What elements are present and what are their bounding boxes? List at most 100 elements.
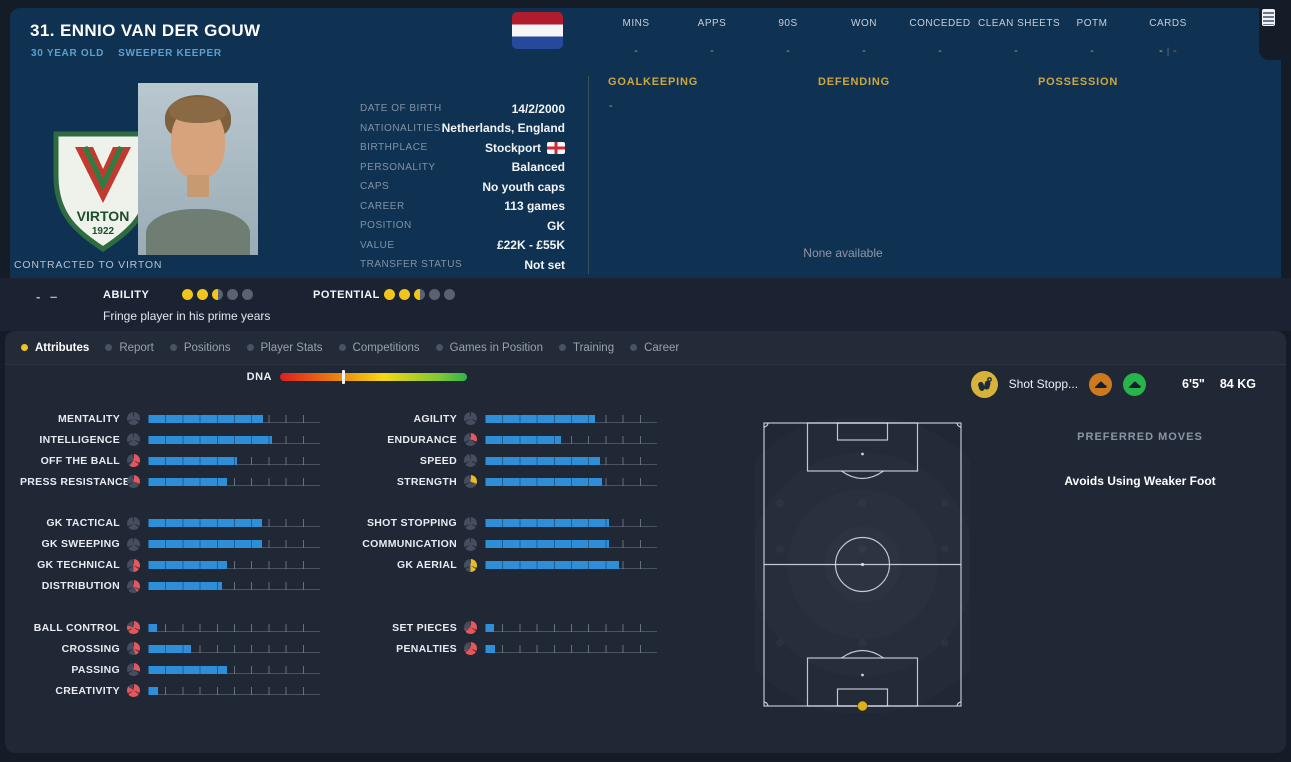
tab-career[interactable]: Career	[630, 342, 679, 354]
attributes-panel: Attributes Report Positions Player Stats Com…	[5, 331, 1286, 753]
tab-competitions[interactable]: Competitions	[338, 341, 420, 354]
list-icon[interactable]	[1262, 9, 1275, 26]
info-row-personality: PERSONALITY Balanced	[360, 158, 565, 178]
photo-shoulders	[146, 209, 250, 255]
gray-change-pie-icon	[127, 537, 140, 551]
yellow-change-pie-icon	[464, 475, 477, 488]
gray-change-pie-icon	[127, 433, 140, 446]
attribute-row-shot-stopping: SHOT STOPPING	[345, 513, 657, 534]
stat-value: -	[862, 45, 866, 57]
gray-change-pie-icon	[127, 412, 140, 425]
stat-label: POTM	[1076, 18, 1108, 29]
stat-conceded: CONCEDED -	[902, 18, 978, 57]
tab-dot-icon	[558, 344, 566, 351]
info-row-position: POSITION GK	[360, 216, 565, 236]
star-dot	[242, 289, 253, 300]
attribute-bar-track	[148, 519, 320, 527]
tab-label: Competitions	[352, 341, 420, 354]
attribute-label: SET PIECES	[392, 621, 457, 634]
svg-text:VIRTON: VIRTON	[77, 208, 130, 224]
stat-won: WON -	[826, 18, 902, 57]
red-cards-value: -	[1173, 45, 1177, 57]
photo-neck	[187, 175, 209, 197]
player-role: SWEEPER KEEPER	[118, 48, 222, 59]
stat-cards: CARDS - | -	[1130, 18, 1206, 57]
netherlands-flag-icon	[512, 12, 563, 49]
info-value: £22K - £55K	[496, 238, 565, 253]
player-photo	[138, 83, 258, 255]
info-row-date-of-birth: DATE OF BIRTH 14/2/2000	[360, 99, 565, 119]
tab-label: Player Stats	[260, 341, 323, 354]
gray-change-pie-icon	[464, 454, 477, 467]
attribute-bar-fill	[485, 456, 601, 465]
ability-star-rating	[182, 289, 253, 300]
attribute-bar-track	[485, 414, 657, 423]
red-change-pie-icon	[127, 475, 140, 488]
info-value: 14/2/2000	[511, 101, 565, 116]
dna-marker	[342, 370, 346, 384]
stat-value: -	[1014, 45, 1018, 57]
attribute-label: ENDURANCE	[387, 433, 457, 446]
morale-placeholder: –	[49, 289, 61, 304]
tab-label: Career	[644, 341, 680, 354]
condition-morale-placeholders: - –	[36, 289, 60, 304]
info-label: DATE OF BIRTH	[360, 103, 442, 115]
ability-description: Fringe player in his prime years	[103, 309, 271, 323]
tab-label: Training	[572, 341, 615, 354]
attribute-bar-track	[148, 435, 320, 444]
preferred-moves-list: Avoids Using Weaker Foot	[1015, 474, 1265, 488]
red-change-pie-icon	[127, 642, 140, 655]
attribute-bar-fill	[148, 686, 159, 695]
condition-placeholder: -	[36, 289, 44, 304]
attribute-label: GK AERIAL	[396, 559, 457, 571]
tab-player-stats[interactable]: Player Stats	[246, 341, 323, 354]
attribute-label: GK SWEEPING	[41, 538, 120, 550]
panel-divider	[588, 76, 589, 274]
attribute-row-strength: STRENGTH	[345, 471, 657, 492]
tab-attributes[interactable]: Attributes	[21, 342, 89, 354]
role-suitability-text: Shot Stopp...	[1008, 377, 1079, 391]
tab-positions[interactable]: Positions	[169, 342, 231, 354]
attribute-bar-track	[148, 665, 320, 674]
star-dot	[384, 289, 395, 300]
stat-label: CLEAN SHEETS	[978, 18, 1061, 29]
star-dot	[182, 289, 193, 300]
stat-90s: 90S -	[750, 18, 826, 57]
stat-value: -	[634, 45, 638, 57]
star-dot	[197, 289, 208, 300]
attribute-bar-fill	[485, 623, 494, 632]
info-row-nationalities: NATIONALITIES Netherlands, England	[360, 119, 565, 139]
red-change-pie-icon	[127, 558, 140, 572]
attribute-bar-fill	[148, 644, 191, 653]
attribute-row-gk-tactical: GK TACTICAL	[20, 513, 332, 534]
attribute-bar-track	[148, 561, 320, 569]
right-foot-icon	[1123, 372, 1147, 396]
stat-label: CARDS	[1149, 18, 1187, 29]
info-label: TRANSFER STATUS	[360, 259, 463, 271]
tab-dot-icon	[246, 344, 254, 351]
attribute-bar-track	[485, 623, 657, 632]
attribute-label: DISTRIBUTION	[41, 580, 120, 592]
section-header-goalkeeping: GOALKEEPING	[608, 76, 699, 88]
attribute-bar-fill	[485, 540, 609, 548]
attribute-row-creativity: CREATIVITY	[20, 680, 332, 701]
attribute-bar-track	[148, 582, 320, 590]
preferred-move-item: Avoids Using Weaker Foot	[1064, 474, 1216, 488]
player-age: 30 YEAR OLD	[31, 48, 105, 59]
tab-bar: Attributes Report Positions Player Stats Com…	[5, 331, 1286, 365]
player-info-table: DATE OF BIRTH 14/2/2000 NATIONALITIES Nethe…	[360, 99, 565, 275]
attribute-row-passing: PASSING	[20, 659, 332, 680]
attribute-label: INTELLIGENCE	[39, 433, 120, 446]
attribute-row-speed: SPEED	[345, 450, 657, 471]
contract-status-text: CONTRACTED TO VIRTON	[14, 259, 163, 271]
yellow-change-pie-icon	[464, 558, 477, 572]
attribute-bar-fill	[148, 456, 238, 465]
tab-report[interactable]: Report	[105, 342, 154, 354]
tab-training[interactable]: Training	[558, 341, 615, 354]
attribute-bar-fill	[148, 582, 222, 590]
position-pitch-map	[755, 418, 970, 718]
tab-games-in-position[interactable]: Games in Position	[435, 342, 543, 354]
info-label: VALUE	[360, 239, 395, 251]
info-label: POSITION	[360, 220, 412, 232]
